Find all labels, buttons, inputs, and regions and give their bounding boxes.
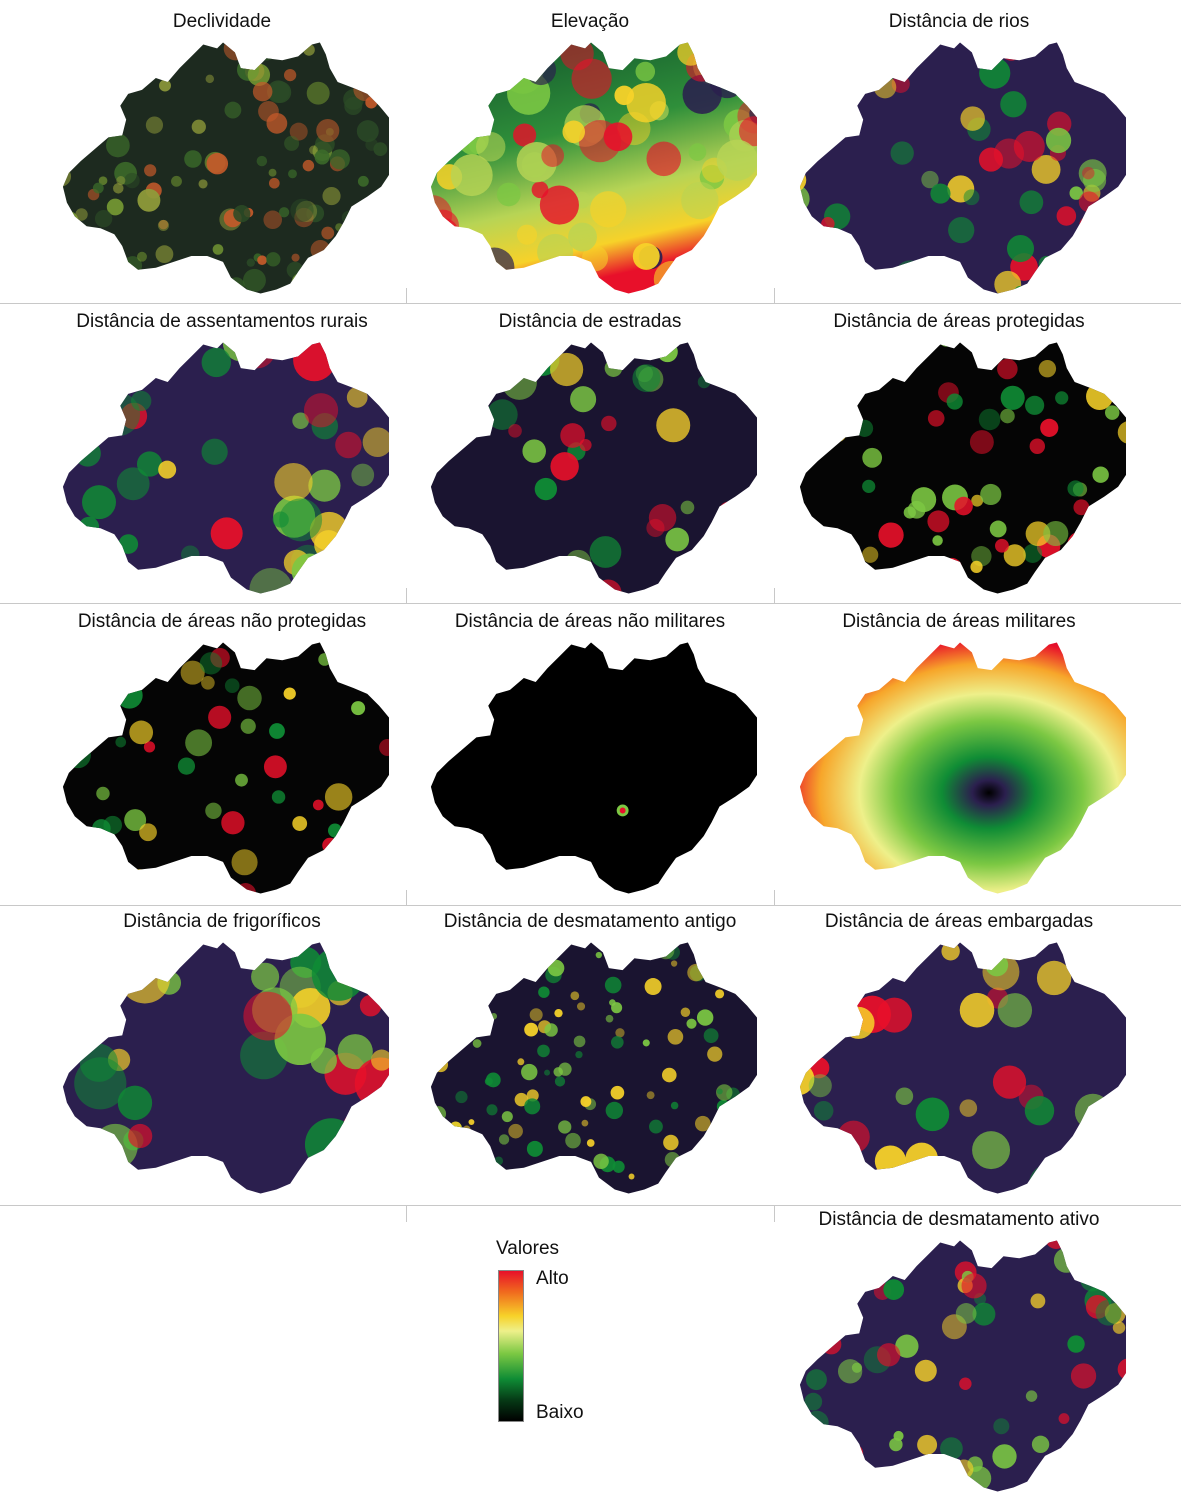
panel-title: Distância de assentamentos rurais <box>76 311 368 332</box>
map-desmatamento-ativo <box>799 1240 1127 1492</box>
map-panel-areas-nao-militares: Distância de áreas não militares <box>405 602 775 900</box>
row-divider <box>0 1205 1181 1206</box>
panel-title: Distância de áreas embargadas <box>824 911 1094 932</box>
map-panel-desmatamento-antigo: Distância de desmatamento antigo <box>405 902 775 1200</box>
map-elevacao <box>430 42 758 294</box>
map-areas-nao-protegidas <box>62 642 390 894</box>
panel-title: Distância de estradas <box>498 311 682 332</box>
map-areas-embargadas <box>799 942 1127 1194</box>
panel-title: Distância de áreas não protegidas <box>77 611 367 632</box>
column-tick <box>406 1206 407 1222</box>
map-rios <box>799 42 1127 294</box>
map-areas-protegidas <box>799 342 1127 594</box>
column-tick <box>406 890 407 906</box>
row-divider <box>0 603 1181 604</box>
panel-title: Distância de desmatamento antigo <box>443 911 737 932</box>
map-panel-assentamentos: Distância de assentamentos rurais <box>37 302 407 600</box>
map-panel-desmatamento-ativo: Distância de desmatamento ativo <box>774 1200 1144 1498</box>
map-panel-frigorificos: Distância de frigoríficos <box>37 902 407 1200</box>
map-areas-militares <box>799 642 1127 894</box>
column-tick <box>774 1206 775 1222</box>
column-tick <box>774 588 775 604</box>
column-tick <box>406 288 407 304</box>
map-panel-elevacao: Elevação <box>405 2 775 300</box>
map-declividade <box>62 42 390 294</box>
row-divider <box>0 303 1181 304</box>
column-tick <box>406 588 407 604</box>
map-estradas <box>430 342 758 594</box>
panel-title: Distância de áreas militares <box>842 611 1076 632</box>
map-frigorificos <box>62 942 390 1194</box>
panel-title: Distância de áreas não militares <box>454 611 726 632</box>
map-panel-areas-nao-protegidas: Distância de áreas não protegidas <box>37 602 407 900</box>
panel-title: Distância de frigoríficos <box>123 911 321 932</box>
column-tick <box>774 288 775 304</box>
legend: Valores Alto Baixo <box>490 1238 630 1428</box>
legend-high-label: Alto <box>536 1268 569 1289</box>
legend-color-ramp <box>498 1270 524 1422</box>
map-desmatamento-antigo <box>430 942 758 1194</box>
map-assentamentos <box>62 342 390 594</box>
legend-title: Valores <box>496 1238 560 1259</box>
row-divider <box>0 905 1181 906</box>
map-panel-estradas: Distância de estradas <box>405 302 775 600</box>
panel-title: Distância de áreas protegidas <box>833 311 1085 332</box>
map-panel-areas-protegidas: Distância de áreas protegidas <box>774 302 1144 600</box>
map-areas-nao-militares <box>430 642 758 894</box>
map-panel-areas-militares: Distância de áreas militares <box>774 602 1144 900</box>
panel-title: Elevação <box>550 11 630 32</box>
map-panel-declividade: Declividade <box>37 2 407 300</box>
panel-title: Distância de desmatamento ativo <box>818 1209 1100 1230</box>
panel-title: Declividade <box>172 11 272 32</box>
column-tick <box>774 890 775 906</box>
panel-title: Distância de rios <box>888 11 1030 32</box>
map-panel-areas-embargadas: Distância de áreas embargadas <box>774 902 1144 1200</box>
legend-low-label: Baixo <box>536 1402 584 1423</box>
map-panel-rios: Distância de rios <box>774 2 1144 300</box>
